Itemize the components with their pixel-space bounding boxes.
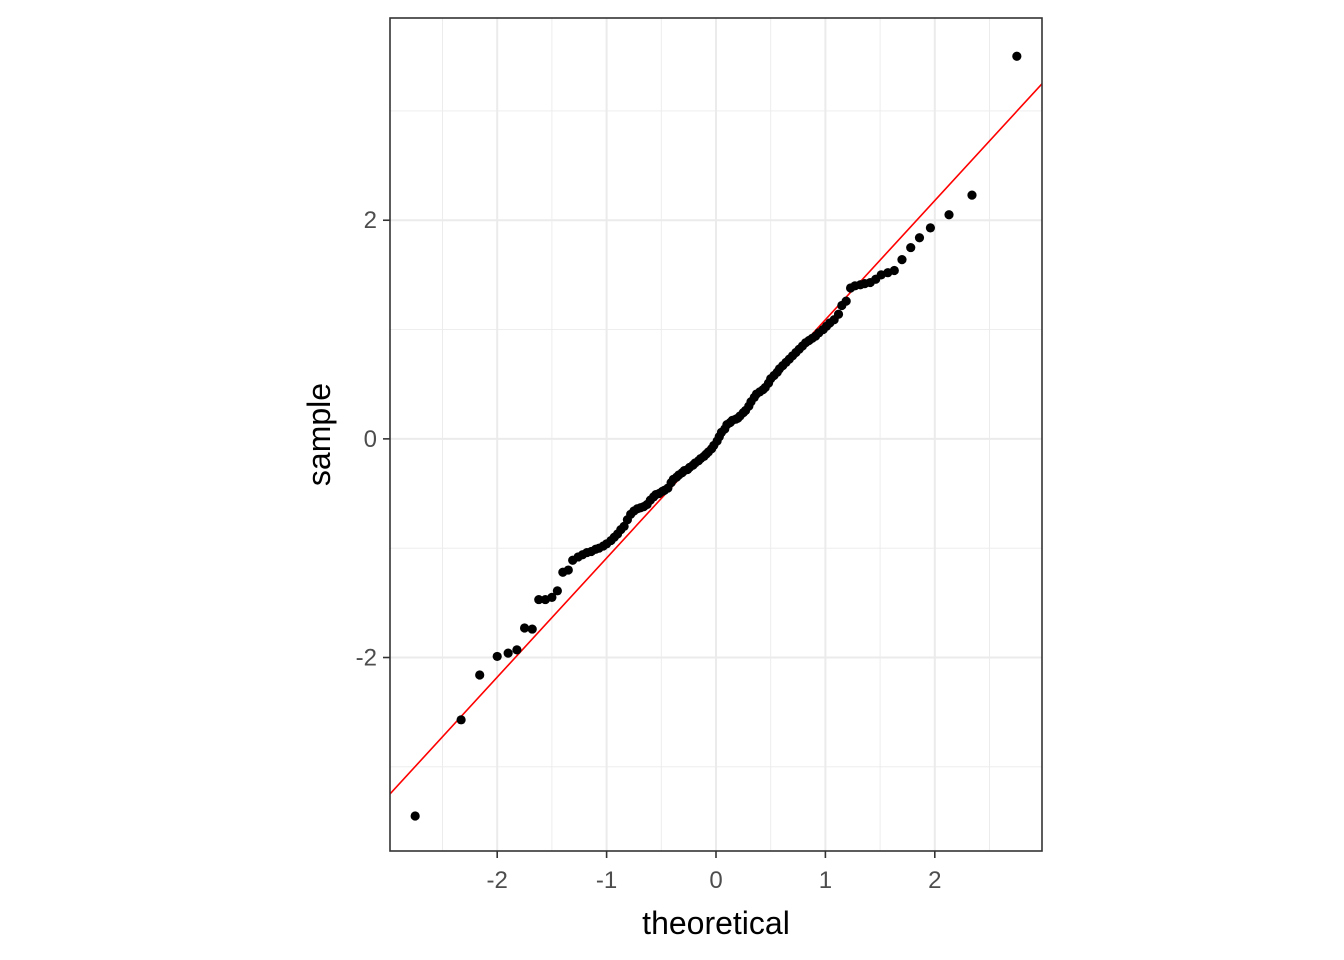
data-points: [410, 51, 1022, 821]
data-point: [1012, 51, 1022, 61]
data-point: [563, 565, 573, 575]
x-tick-label: -1: [596, 867, 617, 894]
data-point: [519, 623, 530, 633]
data-point: [552, 586, 562, 596]
x-tick-label: 0: [709, 867, 722, 894]
data-point: [906, 242, 916, 253]
data-point: [547, 592, 557, 602]
x-tick-label: 1: [819, 867, 832, 894]
data-point: [410, 811, 420, 821]
y-axis: -2 0 2: [356, 207, 390, 672]
data-point: [925, 223, 936, 233]
data-point: [967, 190, 977, 200]
data-point: [512, 645, 522, 655]
data-point: [914, 233, 925, 243]
data-point: [841, 296, 851, 306]
data-point: [889, 265, 899, 276]
data-point: [503, 648, 513, 658]
data-point: [897, 254, 907, 265]
y-tick-label: 0: [364, 426, 377, 453]
y-tick-label: 2: [364, 207, 377, 234]
data-point: [492, 651, 502, 662]
data-point: [944, 210, 954, 220]
x-axis: -2 -1 0 1 2: [487, 851, 941, 894]
data-point: [456, 715, 466, 725]
data-point: [534, 594, 544, 605]
data-point: [475, 670, 485, 680]
data-point: [833, 309, 844, 319]
x-tick-label: -2: [487, 867, 508, 894]
y-axis-title: sample: [301, 383, 337, 486]
plot-area: [390, 51, 1042, 821]
y-tick-label: -2: [356, 645, 377, 672]
x-tick-label: 2: [928, 867, 941, 894]
x-axis-title: theoretical: [642, 905, 790, 941]
data-point: [527, 624, 537, 634]
